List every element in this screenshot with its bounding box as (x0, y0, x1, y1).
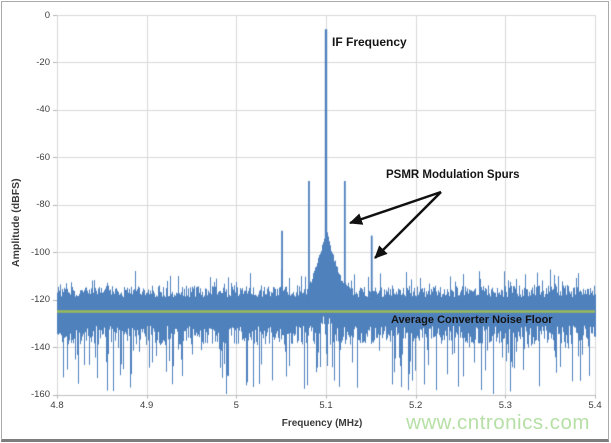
y-axis-title: Amplitude (dBFS) (10, 178, 22, 268)
x-tick-label: 4.8 (50, 400, 64, 411)
y-tick-label: -100 (30, 246, 50, 258)
y-tick-label: 0 (44, 9, 50, 21)
x-tick-label: 5.2 (409, 400, 423, 411)
y-tick-label: -120 (30, 294, 50, 306)
y-tick-label: -40 (36, 104, 50, 116)
y-tick-label: -80 (36, 199, 50, 211)
watermark: www.cntronics.com (406, 411, 590, 434)
x-tick-label: 4.9 (140, 400, 154, 411)
x-tick-label: 5.3 (498, 400, 512, 411)
x-axis-title: Frequency (MHz) (281, 418, 363, 429)
y-tick-label: -60 (36, 151, 50, 163)
y-tick-label: -160 (30, 389, 50, 400)
x-tick-label: 5 (233, 400, 239, 411)
x-tick-label: 5.1 (319, 400, 333, 411)
y-tick-label: -20 (36, 56, 50, 68)
noise-floor-annotation: Average Converter Noise Floor (391, 314, 553, 326)
x-tick-label: 5.4 (588, 400, 602, 411)
psmr-spurs-annotation: PSMR Modulation Spurs (386, 169, 520, 181)
y-tick-label: -140 (30, 341, 50, 353)
if-frequency-annotation: IF Frequency (332, 35, 407, 49)
